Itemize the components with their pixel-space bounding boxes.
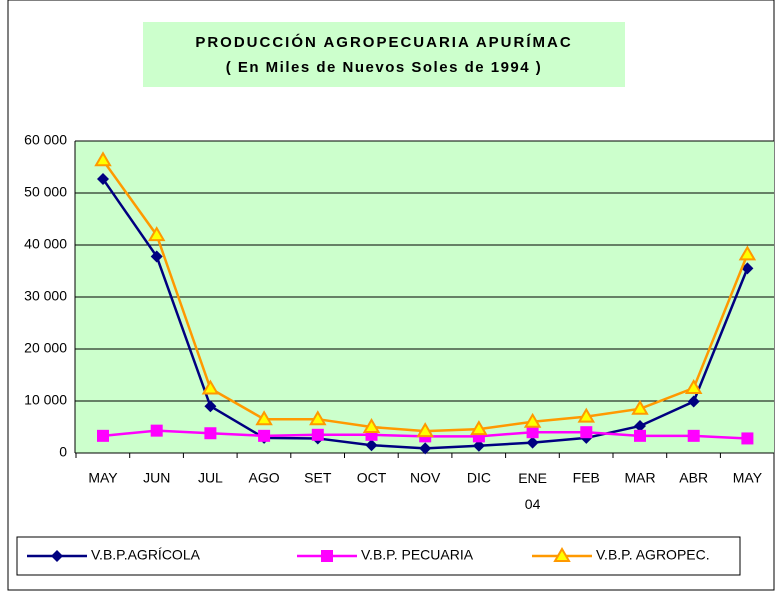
point (201, 379, 220, 395)
point (526, 426, 539, 439)
x-tick-label: DIC (467, 470, 491, 486)
point (419, 442, 432, 455)
point (365, 439, 378, 452)
y-tick-label: 50 000 (24, 184, 67, 200)
point (580, 426, 593, 439)
point (311, 428, 324, 441)
point (147, 226, 166, 242)
y-tick-label: 0 (59, 444, 67, 460)
chart-title: PRODUCCIÓN AGROPECUARIA APURÍMAC (195, 33, 572, 51)
x-tick-label: OCT (357, 470, 387, 486)
point (741, 262, 754, 275)
point (470, 420, 488, 436)
x-tick-label: MAR (624, 470, 655, 486)
point (94, 151, 112, 167)
point (472, 439, 485, 452)
point (687, 429, 700, 442)
x-tick-label: JUN (143, 470, 170, 486)
point (684, 379, 703, 394)
legend-marker (321, 550, 333, 562)
point (97, 172, 109, 185)
point (362, 418, 381, 433)
x-tick-label: JUL (198, 470, 223, 486)
point (150, 424, 163, 437)
x-tick-label: SET (304, 470, 332, 486)
point (204, 427, 217, 440)
x-tick-label: FEB (573, 470, 600, 486)
point (523, 412, 542, 428)
x-tick-label: MAY (733, 470, 763, 486)
legend-marker (51, 550, 63, 562)
point (526, 436, 539, 449)
y-tick-label: 60 000 (24, 132, 67, 148)
point (634, 429, 646, 442)
legend-label: V.B.P.AGRÍCOLA (91, 547, 201, 563)
y-tick-label: 10 000 (24, 392, 67, 408)
point (741, 432, 754, 445)
point (631, 399, 649, 415)
point (687, 395, 700, 408)
point (204, 400, 217, 413)
point (738, 245, 757, 261)
y-tick-label: 40 000 (24, 236, 67, 252)
point (258, 429, 271, 442)
x-tick-label: ENE 04 (518, 470, 547, 512)
legend-label: V.B.P. AGROPEC. (596, 547, 710, 563)
x-tick-label: ABR (679, 470, 708, 486)
point (255, 410, 273, 426)
title-box (143, 22, 625, 87)
point (309, 410, 327, 426)
point (634, 419, 646, 432)
y-tick-label: 20 000 (24, 340, 67, 356)
point (97, 429, 109, 442)
chart-subtitle: ( En Miles de Nuevos Soles de 1994 ) (226, 59, 543, 76)
point (150, 250, 163, 263)
legend-label: V.B.P. PECUARIA (361, 547, 474, 563)
x-tick-label: AGO (249, 470, 280, 486)
legend-box (16, 536, 741, 576)
x-tick-label: MAY (88, 470, 118, 486)
x-tick-label: NOV (410, 470, 441, 486)
legend-marker (553, 547, 571, 562)
point (577, 407, 596, 423)
y-tick-label: 30 000 (24, 288, 67, 304)
point (416, 422, 434, 438)
